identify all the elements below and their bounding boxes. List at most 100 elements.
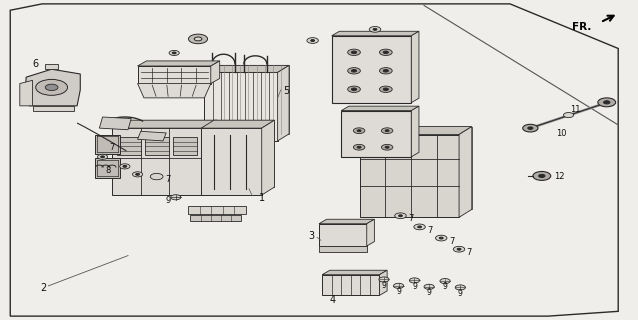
Text: 8: 8 xyxy=(106,166,111,175)
Circle shape xyxy=(357,130,361,132)
Circle shape xyxy=(383,51,389,53)
Text: 9: 9 xyxy=(382,281,387,290)
Polygon shape xyxy=(214,120,274,187)
Circle shape xyxy=(382,144,393,150)
Polygon shape xyxy=(33,106,74,111)
Polygon shape xyxy=(373,126,471,209)
Text: 9: 9 xyxy=(396,287,401,296)
Circle shape xyxy=(380,49,392,55)
Polygon shape xyxy=(112,128,204,195)
Polygon shape xyxy=(201,120,274,128)
Polygon shape xyxy=(211,61,219,84)
Text: FR.: FR. xyxy=(572,22,591,32)
Polygon shape xyxy=(216,65,289,134)
Polygon shape xyxy=(138,131,167,141)
Circle shape xyxy=(538,174,545,178)
Text: 7: 7 xyxy=(427,226,433,235)
Polygon shape xyxy=(341,111,412,157)
Circle shape xyxy=(348,49,360,55)
Polygon shape xyxy=(322,270,387,275)
Polygon shape xyxy=(95,158,121,178)
Polygon shape xyxy=(319,224,367,246)
Circle shape xyxy=(414,224,426,230)
Circle shape xyxy=(604,101,610,104)
Circle shape xyxy=(348,68,360,74)
Polygon shape xyxy=(100,117,131,130)
Polygon shape xyxy=(322,275,380,295)
Polygon shape xyxy=(25,69,80,106)
Circle shape xyxy=(136,173,140,175)
Polygon shape xyxy=(319,246,367,252)
Polygon shape xyxy=(262,120,274,195)
Circle shape xyxy=(120,164,130,169)
Text: 7: 7 xyxy=(466,248,472,257)
Text: 5: 5 xyxy=(283,85,289,96)
Circle shape xyxy=(457,248,461,250)
Polygon shape xyxy=(380,270,387,295)
Circle shape xyxy=(353,144,365,150)
Circle shape xyxy=(436,235,447,241)
Circle shape xyxy=(440,278,450,284)
Text: 3: 3 xyxy=(308,231,315,241)
Text: 7: 7 xyxy=(109,143,115,152)
Polygon shape xyxy=(125,120,217,187)
Circle shape xyxy=(598,98,616,107)
Text: 6: 6 xyxy=(33,60,39,69)
Polygon shape xyxy=(278,65,289,141)
Circle shape xyxy=(379,277,389,282)
Circle shape xyxy=(523,124,538,132)
Text: 9: 9 xyxy=(412,282,417,291)
Polygon shape xyxy=(201,128,262,195)
Circle shape xyxy=(123,165,127,167)
Circle shape xyxy=(395,213,406,219)
Polygon shape xyxy=(341,106,419,111)
Text: 9: 9 xyxy=(427,288,431,297)
Polygon shape xyxy=(145,137,170,155)
Circle shape xyxy=(533,172,551,180)
Polygon shape xyxy=(138,66,211,84)
Polygon shape xyxy=(332,31,419,36)
Circle shape xyxy=(352,69,357,72)
Text: 9: 9 xyxy=(458,289,463,298)
Circle shape xyxy=(311,40,315,42)
Text: 12: 12 xyxy=(554,172,565,181)
Circle shape xyxy=(352,88,357,91)
Polygon shape xyxy=(112,120,217,128)
Circle shape xyxy=(385,130,389,132)
Polygon shape xyxy=(10,4,618,316)
Circle shape xyxy=(394,283,404,288)
Polygon shape xyxy=(360,134,459,217)
Circle shape xyxy=(563,113,574,118)
Polygon shape xyxy=(204,65,289,72)
Circle shape xyxy=(353,128,365,133)
Circle shape xyxy=(133,172,143,177)
Circle shape xyxy=(456,285,465,290)
Polygon shape xyxy=(138,61,219,66)
Circle shape xyxy=(194,37,202,41)
Polygon shape xyxy=(204,120,217,195)
Circle shape xyxy=(307,38,318,44)
Polygon shape xyxy=(173,137,197,155)
Circle shape xyxy=(528,127,533,129)
Circle shape xyxy=(98,154,108,159)
Text: 11: 11 xyxy=(570,105,581,114)
Circle shape xyxy=(45,84,58,91)
Circle shape xyxy=(440,237,443,239)
Polygon shape xyxy=(459,126,471,217)
Circle shape xyxy=(399,215,403,217)
Text: 9: 9 xyxy=(443,282,447,291)
Polygon shape xyxy=(319,219,375,224)
Circle shape xyxy=(383,69,389,72)
Circle shape xyxy=(418,226,422,228)
Text: 4: 4 xyxy=(330,295,336,305)
Polygon shape xyxy=(45,64,58,69)
Circle shape xyxy=(357,146,361,148)
Circle shape xyxy=(380,86,392,92)
Polygon shape xyxy=(332,36,412,103)
Circle shape xyxy=(171,195,181,200)
Circle shape xyxy=(36,79,68,95)
Circle shape xyxy=(385,146,389,148)
Circle shape xyxy=(169,50,179,55)
Circle shape xyxy=(101,156,105,158)
Polygon shape xyxy=(117,137,142,155)
